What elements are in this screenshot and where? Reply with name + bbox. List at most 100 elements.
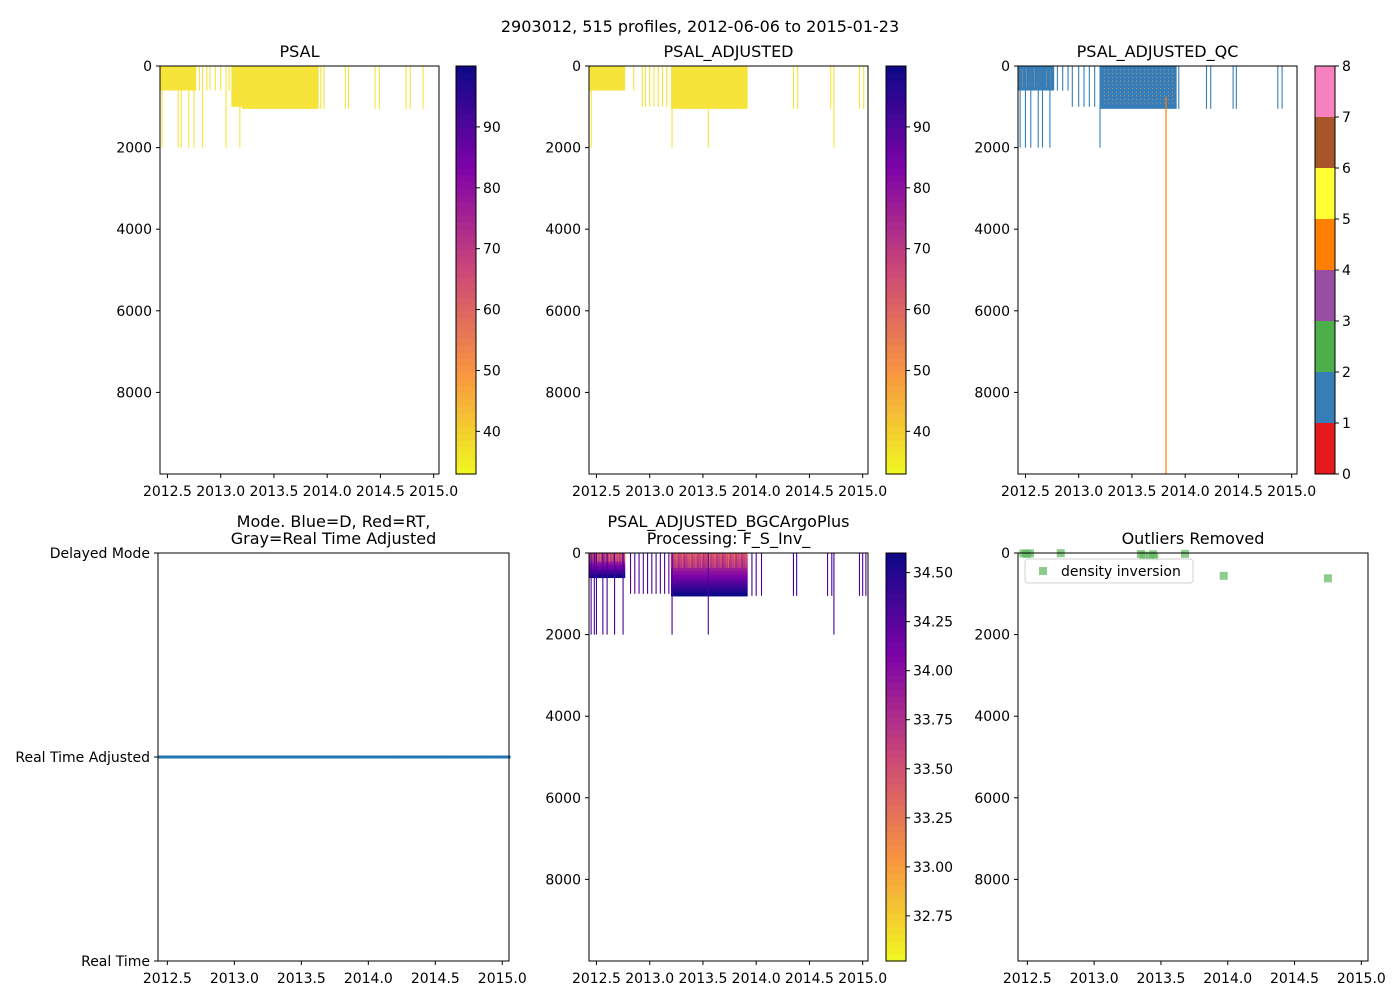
mode-point bbox=[455, 755, 459, 759]
colorbar-swatch bbox=[456, 270, 476, 278]
qc-block bbox=[1099, 66, 1177, 109]
x-tick-label: 2013.0 bbox=[210, 971, 259, 987]
outlier-point bbox=[1150, 553, 1159, 562]
outlier-point bbox=[1219, 571, 1228, 580]
colorbar-swatch bbox=[886, 236, 906, 244]
x-tick-label: 2014.5 bbox=[411, 971, 460, 987]
colorbar-swatch bbox=[456, 242, 476, 251]
colorbar-swatch bbox=[886, 954, 906, 962]
y-tick-label: 0 bbox=[1001, 546, 1010, 562]
colorbar-swatch bbox=[886, 872, 906, 880]
colorbar-swatch bbox=[886, 181, 906, 189]
colorbar-swatch bbox=[886, 661, 906, 670]
colorbar-swatch bbox=[456, 79, 476, 87]
colorbar-tick-label: 5 bbox=[1342, 212, 1351, 228]
bgc-band bbox=[670, 577, 748, 582]
colorbar-swatch bbox=[886, 743, 906, 751]
colorbar-swatch bbox=[1315, 372, 1335, 423]
colorbar-swatch bbox=[886, 120, 906, 128]
x-tick-label: 2012.5 bbox=[143, 971, 192, 987]
colorbar-swatch bbox=[886, 709, 906, 717]
mode-point bbox=[450, 755, 454, 759]
colorbar-swatch bbox=[456, 229, 476, 237]
colorbar-swatch bbox=[886, 648, 906, 656]
y-tick-label: 2000 bbox=[974, 141, 1010, 157]
chart-title: PSAL_ADJUSTED bbox=[663, 42, 793, 62]
colorbar-swatch bbox=[456, 419, 476, 427]
colorbar-tick-label: 33.75 bbox=[913, 713, 953, 729]
axes-frame bbox=[588, 65, 869, 475]
colorbar-tick-label: 60 bbox=[913, 303, 931, 319]
colorbar-swatch bbox=[456, 338, 476, 346]
y-tick-label: 6000 bbox=[545, 304, 581, 320]
qc-block bbox=[1018, 66, 1055, 91]
colorbar-swatch bbox=[886, 317, 906, 325]
colorbar-swatch bbox=[456, 324, 476, 332]
mode-point bbox=[502, 755, 506, 759]
colorbar-swatch bbox=[1315, 321, 1335, 372]
mode-point bbox=[382, 755, 386, 759]
x-tick-label: 2013.5 bbox=[1107, 484, 1156, 500]
colorbar-swatch bbox=[886, 467, 906, 475]
colorbar-swatch bbox=[886, 757, 906, 765]
colorbar-tick-label: 80 bbox=[913, 181, 931, 197]
colorbar-swatch bbox=[456, 147, 476, 155]
colorbar-swatch bbox=[886, 249, 906, 257]
mode-point bbox=[465, 755, 469, 759]
mode-point bbox=[499, 755, 503, 759]
colorbar-tick-label: 4 bbox=[1342, 263, 1351, 279]
x-tick-label: 2015.0 bbox=[478, 971, 527, 987]
mode-point bbox=[366, 755, 370, 759]
bgc-band bbox=[670, 580, 748, 585]
colorbar-swatch bbox=[886, 446, 906, 455]
colorbar-swatch bbox=[456, 113, 476, 121]
axes-frame bbox=[159, 65, 440, 475]
colorbar-tick-label: 7 bbox=[1342, 110, 1351, 126]
colorbar-swatch bbox=[456, 467, 476, 475]
colorbar-swatch bbox=[1315, 117, 1335, 168]
colorbar-swatch bbox=[886, 215, 906, 223]
colorbar-swatch bbox=[886, 886, 906, 894]
colorbar-swatch bbox=[886, 140, 906, 149]
colorbar-swatch bbox=[456, 215, 476, 223]
mode-point bbox=[424, 755, 428, 759]
mode-point bbox=[400, 755, 404, 759]
chart-title: PSAL_ADJUSTED_BGCArgoPlus bbox=[607, 512, 849, 532]
colorbar-tick-label: 34.25 bbox=[913, 615, 953, 631]
colorbar-swatch bbox=[1315, 270, 1335, 321]
x-tick-label: 2013.0 bbox=[196, 484, 245, 500]
x-tick-label: 2014.0 bbox=[732, 484, 781, 500]
colorbar-swatch bbox=[886, 920, 906, 928]
chart-title-line2: Processing: F_S_Inv_ bbox=[647, 529, 812, 549]
colorbar-swatch bbox=[456, 236, 476, 244]
colorbar-swatch bbox=[886, 927, 906, 935]
chart-4: 2012.5 2013.0 2013.5 2014.0 2014.5 2015.0 Dela… bbox=[15, 512, 526, 987]
y-tick-label: 8000 bbox=[974, 872, 1010, 888]
y-tick-label: 4000 bbox=[116, 222, 152, 238]
mode-point bbox=[437, 755, 441, 759]
colorbar-swatch bbox=[886, 174, 906, 183]
y-tick-label: Real Time Adjusted bbox=[15, 750, 150, 766]
colorbar-swatch bbox=[886, 106, 906, 115]
colorbar-swatch bbox=[886, 689, 906, 697]
colorbar-swatch bbox=[886, 831, 906, 840]
mode-point bbox=[460, 755, 464, 759]
mode-point bbox=[452, 755, 456, 759]
mode-point bbox=[473, 755, 477, 759]
colorbar-swatch bbox=[456, 385, 476, 393]
y-tick-label: 8000 bbox=[545, 385, 581, 401]
colorbar-tick-label: 3 bbox=[1342, 314, 1351, 330]
colorbar-tick-label: 70 bbox=[483, 242, 501, 258]
colorbar-swatch bbox=[456, 372, 476, 380]
y-tick-label: 2000 bbox=[545, 628, 581, 644]
x-tick-label: 2014.5 bbox=[785, 971, 834, 987]
colorbar-swatch bbox=[886, 804, 906, 812]
colorbar-swatch bbox=[886, 208, 906, 217]
colorbar-swatch bbox=[886, 913, 906, 921]
colorbar-swatch bbox=[886, 460, 906, 468]
x-tick-label: 2012.5 bbox=[572, 484, 621, 500]
colorbar-tick-label: 33.25 bbox=[913, 811, 953, 827]
x-tick-label: 2013.5 bbox=[678, 971, 727, 987]
axes-frame bbox=[1017, 65, 1298, 475]
colorbar-tick-label: 40 bbox=[483, 424, 501, 440]
